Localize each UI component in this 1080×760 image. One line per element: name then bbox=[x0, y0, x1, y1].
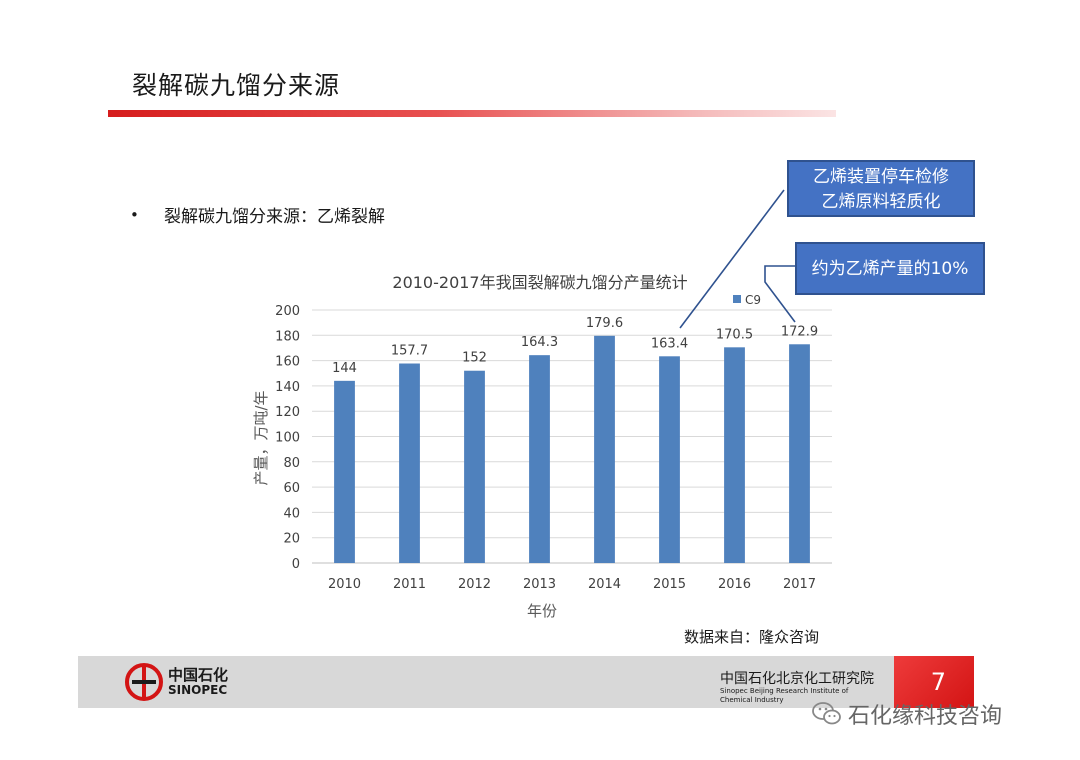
y-tick-label: 200 bbox=[275, 304, 300, 319]
bar-2012 bbox=[464, 370, 485, 563]
data-label: 164.3 bbox=[521, 335, 558, 350]
bar-2016 bbox=[724, 347, 745, 563]
page-number-block: 7 bbox=[894, 656, 974, 708]
x-tick-label: 2012 bbox=[458, 577, 491, 592]
y-tick-label: 0 bbox=[292, 557, 300, 572]
y-tick-label: 60 bbox=[283, 481, 300, 496]
callout-1-line-1: 乙烯装置停车检修 bbox=[813, 167, 949, 187]
y-axis-label: 产量，万吨/年 bbox=[252, 390, 270, 485]
data-source-note: 数据来自：隆众咨询 bbox=[684, 628, 820, 646]
title-underline-bar bbox=[108, 110, 836, 117]
bar-2010 bbox=[334, 380, 355, 563]
y-tick-label: 180 bbox=[275, 329, 300, 344]
x-tick-label: 2016 bbox=[718, 577, 751, 592]
watermark-text: 石化缘科技咨询 bbox=[848, 704, 1003, 729]
y-tick-label: 40 bbox=[283, 506, 300, 521]
bullet-point: • 裂解碳九馏分来源：乙烯裂解 bbox=[130, 202, 385, 228]
chart-gridlines bbox=[312, 309, 832, 564]
x-tick-label: 2010 bbox=[328, 577, 361, 592]
footer-bar: 中国石化 SINOPEC 中国石化北京化工研究院 Sinopec Beijing… bbox=[78, 656, 974, 708]
data-label: 179.6 bbox=[586, 316, 623, 331]
bar-2014 bbox=[594, 335, 615, 563]
legend-label: C9 bbox=[745, 293, 761, 307]
callout-pointers bbox=[679, 189, 796, 329]
bar-2011 bbox=[399, 363, 420, 563]
logo-text-en: SINOPEC bbox=[168, 683, 228, 697]
y-tick-label: 140 bbox=[275, 380, 300, 395]
data-label: 163.4 bbox=[651, 336, 688, 351]
institute-name-en: Sinopec Beijing Research Institute of Ch… bbox=[720, 687, 849, 704]
y-tick-label: 160 bbox=[275, 355, 300, 370]
slide-title: 裂解碳九馏分来源 bbox=[132, 71, 341, 100]
chart-title: 2010-2017年我国裂解碳九馏分产量统计 bbox=[392, 273, 687, 292]
y-tick-label: 120 bbox=[275, 405, 300, 420]
x-tick-label: 2015 bbox=[653, 577, 686, 592]
data-label: 157.7 bbox=[391, 344, 428, 359]
bar-2013 bbox=[529, 355, 550, 563]
x-tick-label: 2014 bbox=[588, 577, 621, 592]
callout-pointer-line-2 bbox=[764, 265, 796, 323]
callout-pointer-line-1 bbox=[679, 189, 785, 329]
callout-1-line-2: 乙烯原料轻质化 bbox=[821, 192, 941, 212]
callout-2-line-1: 约为乙烯产量的10% bbox=[811, 259, 969, 279]
chart-labels: 0 20 40 60 80 100 120 140 160 180 200 144 2010 157.7 2… bbox=[252, 273, 818, 620]
data-label: 170.5 bbox=[716, 327, 753, 342]
watermark: 石化缘科技咨询 bbox=[812, 698, 1002, 730]
x-tick-label: 2017 bbox=[783, 577, 816, 592]
chart-bars bbox=[334, 335, 810, 563]
y-tick-label: 20 bbox=[283, 532, 300, 547]
page-number: 7 bbox=[930, 668, 946, 696]
bullet-dot-icon: • bbox=[130, 205, 139, 224]
wechat-icon bbox=[812, 702, 841, 725]
bar-2017 bbox=[789, 344, 810, 563]
y-tick-label: 100 bbox=[275, 431, 300, 446]
data-label: 172.9 bbox=[781, 324, 818, 339]
logo-text-cn: 中国石化 bbox=[168, 666, 229, 684]
institute-name-cn: 中国石化北京化工研究院 bbox=[720, 671, 874, 687]
x-tick-label: 2011 bbox=[393, 577, 426, 592]
callout-box-ratio: 约为乙烯产量的10% bbox=[795, 242, 985, 295]
x-tick-label: 2013 bbox=[523, 577, 556, 592]
bar-2015 bbox=[659, 356, 680, 563]
bullet-text: 裂解碳九馏分来源：乙烯裂解 bbox=[164, 207, 385, 227]
data-label: 152 bbox=[462, 351, 487, 366]
x-axis-label: 年份 bbox=[527, 602, 557, 620]
legend-swatch bbox=[733, 295, 741, 303]
data-label: 144 bbox=[332, 361, 357, 376]
y-tick-label: 80 bbox=[283, 456, 300, 471]
sinopec-logo-icon bbox=[125, 663, 163, 701]
callout-box-maintenance: 乙烯装置停车检修 乙烯原料轻质化 bbox=[787, 160, 975, 217]
